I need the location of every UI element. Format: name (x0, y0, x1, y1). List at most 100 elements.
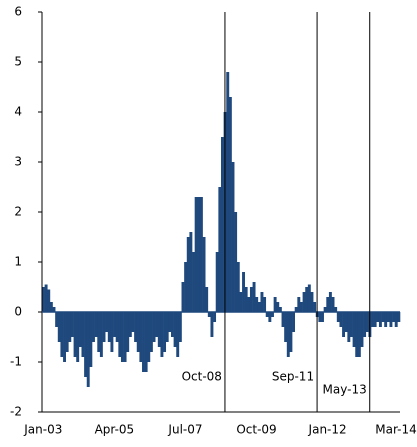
bar (323, 307, 327, 312)
bar (218, 187, 222, 312)
bar (173, 312, 177, 347)
bar (215, 252, 219, 312)
bar (163, 312, 167, 352)
bar (342, 312, 346, 337)
bar (252, 282, 256, 312)
bar (115, 312, 119, 342)
event-label: May-13 (323, 383, 367, 397)
bar (147, 312, 151, 362)
bar (134, 312, 138, 342)
bar (186, 237, 190, 312)
bar (199, 197, 203, 312)
bar (78, 312, 82, 347)
bar (331, 297, 335, 312)
bar (178, 312, 182, 342)
bar (363, 312, 367, 337)
bar (336, 312, 340, 322)
bar (131, 312, 135, 332)
bar (239, 292, 243, 312)
bar (207, 312, 211, 317)
bar (97, 312, 101, 352)
x-tick-label: Mar-14 (375, 423, 416, 437)
bar (349, 312, 353, 337)
bar (76, 312, 80, 362)
bar (105, 312, 109, 332)
bar (268, 312, 272, 322)
bar (213, 312, 217, 322)
bar (307, 284, 311, 312)
bar (313, 302, 317, 312)
bar (236, 262, 240, 312)
bar (149, 312, 153, 352)
bar (205, 287, 209, 312)
bar (294, 307, 298, 312)
bar (326, 297, 330, 312)
bar (52, 307, 56, 312)
bar (247, 297, 251, 312)
bar (110, 312, 114, 352)
bar (94, 312, 98, 337)
bar (289, 312, 293, 352)
bar (357, 312, 361, 357)
bar (344, 312, 348, 332)
bar (68, 312, 72, 342)
bar (321, 312, 324, 322)
bar (305, 287, 309, 312)
bar (276, 302, 280, 312)
bar (55, 312, 59, 327)
bar (221, 137, 224, 312)
event-label: Sep-11 (272, 370, 314, 384)
bar (392, 312, 396, 322)
bar (99, 312, 103, 357)
bar (176, 312, 180, 357)
y-tick-label: 1 (14, 255, 22, 269)
bar (107, 312, 111, 342)
y-tick-label: 5 (14, 55, 22, 69)
y-tick-label: 6 (14, 5, 22, 19)
bar (292, 312, 296, 332)
bar (263, 297, 267, 312)
bar (271, 312, 274, 317)
x-tick-label: Jan-03 (23, 423, 62, 437)
bar (189, 232, 193, 312)
bar (228, 97, 232, 312)
bar (347, 312, 351, 342)
y-tick-label: -1 (10, 355, 22, 369)
bar (378, 312, 382, 327)
bar (192, 252, 195, 312)
bar (49, 302, 53, 312)
bar (70, 312, 74, 337)
bar (286, 312, 290, 357)
bar (113, 312, 117, 337)
y-tick-label: 3 (14, 155, 22, 169)
bar (57, 312, 61, 342)
bar (89, 312, 93, 367)
event-label: Oct-08 (182, 370, 222, 384)
bar (226, 72, 230, 312)
bar (302, 292, 306, 312)
bar (384, 312, 388, 327)
bar (81, 312, 85, 357)
bar (123, 312, 127, 362)
bar (92, 312, 95, 342)
bar (60, 312, 64, 357)
x-tick-label: Apr-05 (95, 423, 135, 437)
bar (265, 312, 269, 317)
bar (376, 312, 380, 322)
bar (86, 312, 90, 387)
bar (328, 292, 332, 312)
bar (102, 312, 106, 342)
bar (371, 312, 374, 327)
y-tick-label: 4 (14, 105, 22, 119)
bar (231, 162, 235, 312)
bar (334, 307, 338, 312)
bar (126, 312, 130, 352)
bar (202, 237, 206, 312)
bar (210, 312, 214, 337)
bar (168, 312, 172, 332)
bar (373, 312, 377, 327)
bar (278, 307, 282, 312)
bar (297, 297, 301, 312)
bar (142, 312, 145, 372)
